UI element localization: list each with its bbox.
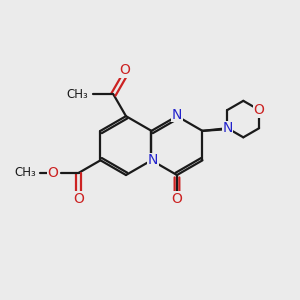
Text: N: N	[222, 122, 233, 136]
Text: N: N	[148, 153, 158, 167]
Text: O: O	[172, 192, 182, 206]
Text: CH₃: CH₃	[14, 166, 36, 179]
Text: N: N	[222, 121, 233, 135]
Text: O: O	[74, 192, 84, 206]
Text: O: O	[119, 63, 130, 77]
Text: O: O	[254, 103, 265, 117]
Text: O: O	[47, 166, 58, 180]
Text: CH₃: CH₃	[67, 88, 88, 101]
Text: N: N	[172, 108, 182, 122]
